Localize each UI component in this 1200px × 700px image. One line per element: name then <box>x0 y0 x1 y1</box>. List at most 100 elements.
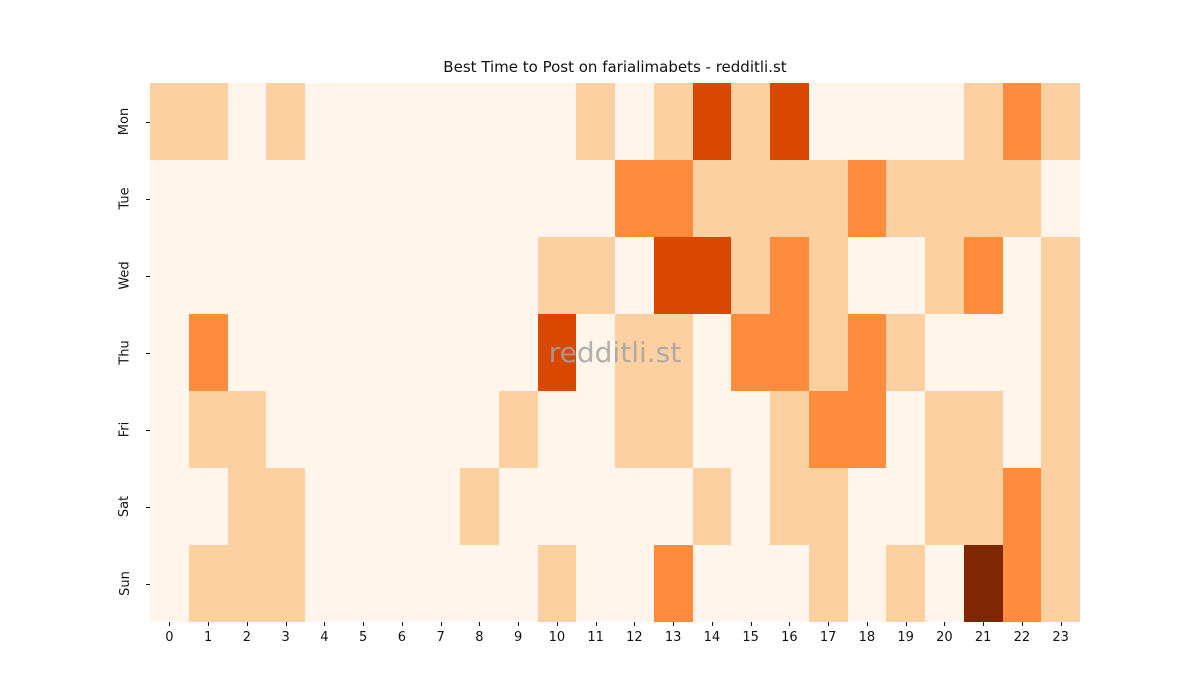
y-tick-label-Wed: Wed <box>108 237 142 314</box>
x-tick-label-3: 3 <box>281 630 290 645</box>
x-tick-mark-10 <box>556 622 558 626</box>
heatmap-cell-Wed-1 <box>188 237 228 314</box>
heatmap-cell-Wed-13 <box>653 237 693 314</box>
heatmap-cell-Mon-3 <box>266 83 305 160</box>
x-tick-mark-3 <box>285 622 287 626</box>
heatmap-cell-Wed-2 <box>227 237 267 314</box>
heatmap-cell-Mon-18 <box>847 83 887 160</box>
heatmap-cell-Wed-16 <box>770 237 809 314</box>
heatmap-cell-Thu-15 <box>731 314 770 391</box>
x-tick-mark-22 <box>1021 622 1023 626</box>
heatmap-cell-Fri-2 <box>227 391 267 468</box>
heatmap-cell-Wed-12 <box>615 237 654 314</box>
heatmap-cell-Fri-3 <box>266 391 305 468</box>
heatmap-cell-Mon-8 <box>460 83 499 160</box>
heatmap-cell-Sat-13 <box>653 468 693 545</box>
x-tick-label-12: 12 <box>626 630 643 645</box>
heatmap-cell-Mon-10 <box>537 83 577 160</box>
x-tick-mark-7 <box>440 622 442 626</box>
heatmap-cell-Thu-3 <box>266 314 305 391</box>
heatmap-cell-Fri-19 <box>886 391 925 468</box>
x-tick-label-19: 19 <box>897 630 914 645</box>
y-tick-label-text-Fri: Fri <box>117 421 133 438</box>
x-tick-label-15: 15 <box>742 630 759 645</box>
heatmap-cell-Thu-14 <box>692 314 732 391</box>
x-tick-label-17: 17 <box>819 630 837 645</box>
heatmap-cell-Fri-14 <box>692 391 732 468</box>
heatmap-cell-Wed-20 <box>925 237 964 314</box>
heatmap-cell-Sat-20 <box>925 468 964 545</box>
heatmap-cell-Wed-21 <box>963 237 1003 314</box>
heatmap-cell-Mon-19 <box>886 83 925 160</box>
heatmap-cell-Sun-13 <box>653 545 693 622</box>
heatmap-cell-Tue-1 <box>188 160 228 237</box>
x-tick-label-8: 8 <box>475 630 484 645</box>
heatmap-cell-Mon-23 <box>1041 83 1080 160</box>
heatmap-cell-Tue-3 <box>266 160 305 237</box>
heatmap-cell-Fri-20 <box>925 391 964 468</box>
heatmap-cell-Wed-10 <box>537 237 577 314</box>
heatmap-cell-Tue-8 <box>460 160 499 237</box>
heatmap-cell-Tue-13 <box>653 160 693 237</box>
x-tick-mark-1 <box>208 622 210 626</box>
heatmap-cell-Sun-5 <box>343 545 383 622</box>
y-tick-mark-Thu <box>146 352 150 354</box>
y-tick-mark-Mon <box>146 121 150 123</box>
heatmap-cell-Tue-0 <box>150 160 189 237</box>
heatmap-cell-Sat-21 <box>963 468 1003 545</box>
heatmap-cell-Mon-13 <box>653 83 693 160</box>
heatmap-cell-Wed-11 <box>576 237 615 314</box>
heatmap-cell-Thu-12 <box>615 314 654 391</box>
heatmap-cell-Fri-16 <box>770 391 809 468</box>
x-tick-mark-6 <box>401 622 403 626</box>
x-tick-label-1: 1 <box>203 630 213 645</box>
x-tick-mark-0 <box>169 622 171 626</box>
heatmap-cell-Fri-22 <box>1002 391 1042 468</box>
y-tick-label-text-Tue: Tue <box>117 187 133 210</box>
heatmap-cell-Thu-6 <box>382 314 422 391</box>
heatmap-cell-Wed-0 <box>150 237 189 314</box>
heatmap-cell-Sun-18 <box>847 545 887 622</box>
y-tick-mark-Fri <box>146 429 150 431</box>
heatmap-cell-Tue-19 <box>886 160 925 237</box>
x-tick-label-4: 4 <box>320 630 329 645</box>
heatmap-cell-Sun-8 <box>460 545 499 622</box>
heatmap-cell-Tue-5 <box>343 160 383 237</box>
heatmap-cell-Sun-19 <box>886 545 925 622</box>
x-tick-mark-14 <box>711 622 713 626</box>
heatmap-cell-Fri-4 <box>305 391 344 468</box>
heatmap-cell-Mon-4 <box>305 83 344 160</box>
heatmap-cell-Thu-9 <box>498 314 538 391</box>
heatmap-cell-Fri-8 <box>460 391 499 468</box>
heatmap-cell-Fri-18 <box>847 391 887 468</box>
heatmap-cell-Fri-0 <box>150 391 189 468</box>
x-tick-mark-16 <box>789 622 791 626</box>
heatmap-cell-Thu-19 <box>886 314 925 391</box>
heatmap-cell-Sat-2 <box>227 468 267 545</box>
heatmap-cell-Tue-15 <box>731 160 770 237</box>
heatmap-cell-Sun-16 <box>770 545 809 622</box>
heatmap-cell-Sun-15 <box>731 545 770 622</box>
y-tick-label-Mon: Mon <box>108 83 142 160</box>
heatmap-cell-Sat-0 <box>150 468 189 545</box>
heatmap-cell-Mon-21 <box>963 83 1003 160</box>
heatmap-grid <box>150 83 1080 622</box>
heatmap-cell-Fri-13 <box>653 391 693 468</box>
heatmap-cell-Thu-5 <box>343 314 383 391</box>
heatmap-cell-Wed-22 <box>1002 237 1042 314</box>
heatmap-cell-Wed-23 <box>1041 237 1080 314</box>
heatmap-cell-Fri-5 <box>343 391 383 468</box>
heatmap-cell-Sun-22 <box>1002 545 1042 622</box>
x-tick-label-7: 7 <box>436 630 445 645</box>
heatmap-cell-Wed-8 <box>460 237 499 314</box>
heatmap-cell-Tue-17 <box>808 160 848 237</box>
heatmap-cell-Sat-18 <box>847 468 887 545</box>
heatmap-cell-Fri-11 <box>576 391 615 468</box>
heatmap-cell-Tue-12 <box>615 160 654 237</box>
heatmap-cell-Mon-0 <box>150 83 189 160</box>
heatmap-cell-Sun-20 <box>925 545 964 622</box>
heatmap-cell-Sat-1 <box>188 468 228 545</box>
heatmap-cell-Wed-19 <box>886 237 925 314</box>
heatmap-cell-Sat-12 <box>615 468 654 545</box>
heatmap-cell-Sun-21 <box>963 545 1003 622</box>
